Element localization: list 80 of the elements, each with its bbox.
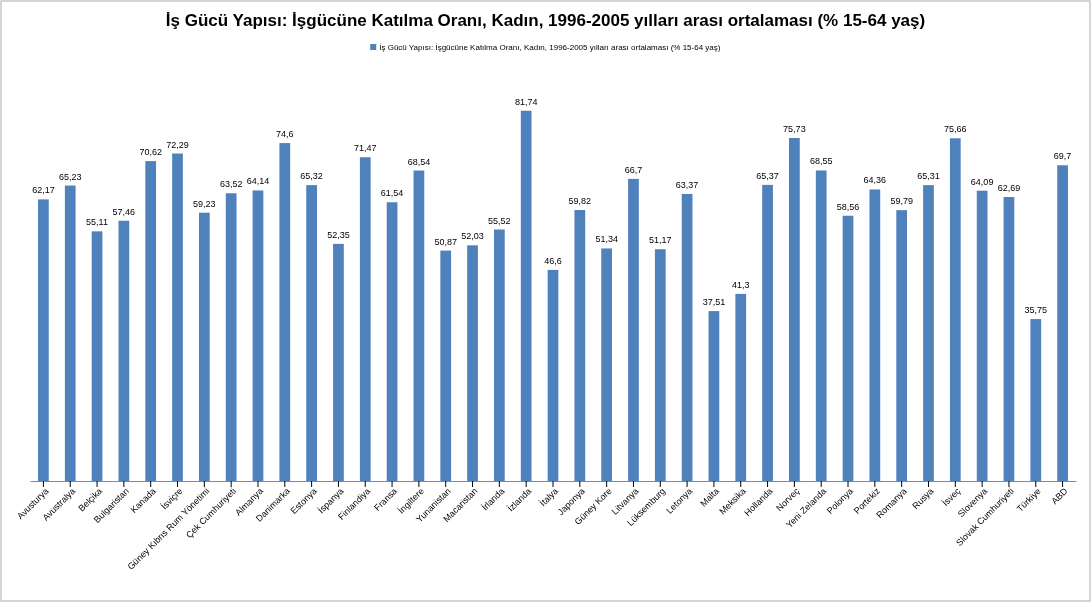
data-label: 71,47 xyxy=(353,143,377,154)
data-label: 65,31 xyxy=(917,171,940,182)
bar xyxy=(869,189,881,481)
data-label: 50,87 xyxy=(434,236,457,247)
data-label: 59,23 xyxy=(193,198,216,209)
bar xyxy=(91,231,103,481)
data-label: 35,75 xyxy=(1024,305,1048,316)
data-label: 62,69 xyxy=(997,183,1021,194)
bar xyxy=(64,185,76,481)
data-label: 72,29 xyxy=(166,139,189,150)
bar xyxy=(494,229,505,481)
bar xyxy=(681,193,693,481)
data-label: 65,37 xyxy=(756,170,779,181)
bar xyxy=(815,170,827,481)
data-label: 81,74 xyxy=(514,96,538,107)
data-label: 58,56 xyxy=(836,201,860,212)
bar xyxy=(654,249,666,481)
bar xyxy=(359,157,371,481)
chart-title: İş Gücü Yapısı: İşgücüne Katılma Oranı, Kadın, 1996-2005 yılları arası ortalaması (% 15-64 yaş) xyxy=(165,11,926,30)
bar xyxy=(574,210,586,481)
data-label: 52,35 xyxy=(327,229,350,240)
bar xyxy=(145,161,157,481)
bar xyxy=(38,199,49,481)
bar xyxy=(520,110,532,481)
bar xyxy=(1057,165,1068,481)
data-label: 64,09 xyxy=(970,176,994,187)
bar xyxy=(413,170,425,481)
bar xyxy=(896,210,908,481)
bar xyxy=(118,220,130,481)
data-label: 51,17 xyxy=(649,235,672,246)
bar xyxy=(601,248,613,481)
data-label: 59,82 xyxy=(568,196,592,207)
data-label: 64,14 xyxy=(246,176,270,187)
data-label: 55,11 xyxy=(86,217,108,228)
data-label: 69,7 xyxy=(1053,151,1072,162)
bar xyxy=(386,202,398,481)
data-label: 57,46 xyxy=(112,206,136,217)
bar xyxy=(440,250,452,481)
bar xyxy=(172,153,183,481)
data-label: 62,17 xyxy=(32,185,55,196)
data-label: 46,6 xyxy=(544,255,562,266)
bar xyxy=(735,293,747,481)
bar xyxy=(628,178,639,481)
data-label: 64,36 xyxy=(863,175,887,186)
data-label: 55,52 xyxy=(488,215,511,226)
bar xyxy=(198,212,210,481)
bar xyxy=(842,215,854,481)
data-label: 59,79 xyxy=(890,196,913,207)
bar xyxy=(547,269,559,481)
data-label: 65,32 xyxy=(300,171,323,182)
bar xyxy=(1030,319,1042,481)
data-label: 66,7 xyxy=(624,164,643,175)
bar xyxy=(976,190,988,481)
data-label: 63,52 xyxy=(219,179,243,190)
bar xyxy=(789,137,800,481)
data-label: 41,3 xyxy=(731,279,750,290)
data-label: 51,34 xyxy=(595,234,618,245)
data-label: 75,66 xyxy=(944,124,967,135)
data-label: 74,6 xyxy=(276,129,294,140)
data-label: 65,23 xyxy=(58,171,82,182)
data-label: 37,51 xyxy=(702,297,726,308)
legend-label: İş Gücü Yapısı: İşgücüne Katılma Oranı, Kadın, 1996-2005 yılları arası ortalaması (% 15-64 yaş) xyxy=(379,43,721,52)
bar xyxy=(949,138,961,481)
bar xyxy=(225,193,237,481)
bar xyxy=(306,185,317,481)
bar xyxy=(252,190,264,481)
data-label: 75,73 xyxy=(783,123,806,134)
data-label: 70,62 xyxy=(139,147,162,158)
bar xyxy=(708,311,720,481)
bar xyxy=(333,243,344,481)
data-label: 68,55 xyxy=(809,156,833,167)
bar xyxy=(762,184,773,481)
data-label: 68,54 xyxy=(407,156,431,167)
data-label: 63,37 xyxy=(675,179,699,190)
bar xyxy=(467,245,478,481)
bar xyxy=(923,185,934,481)
data-label: 61,54 xyxy=(380,188,404,199)
data-label: 52,03 xyxy=(461,231,484,242)
bar xyxy=(1003,197,1015,481)
bar xyxy=(279,143,291,481)
